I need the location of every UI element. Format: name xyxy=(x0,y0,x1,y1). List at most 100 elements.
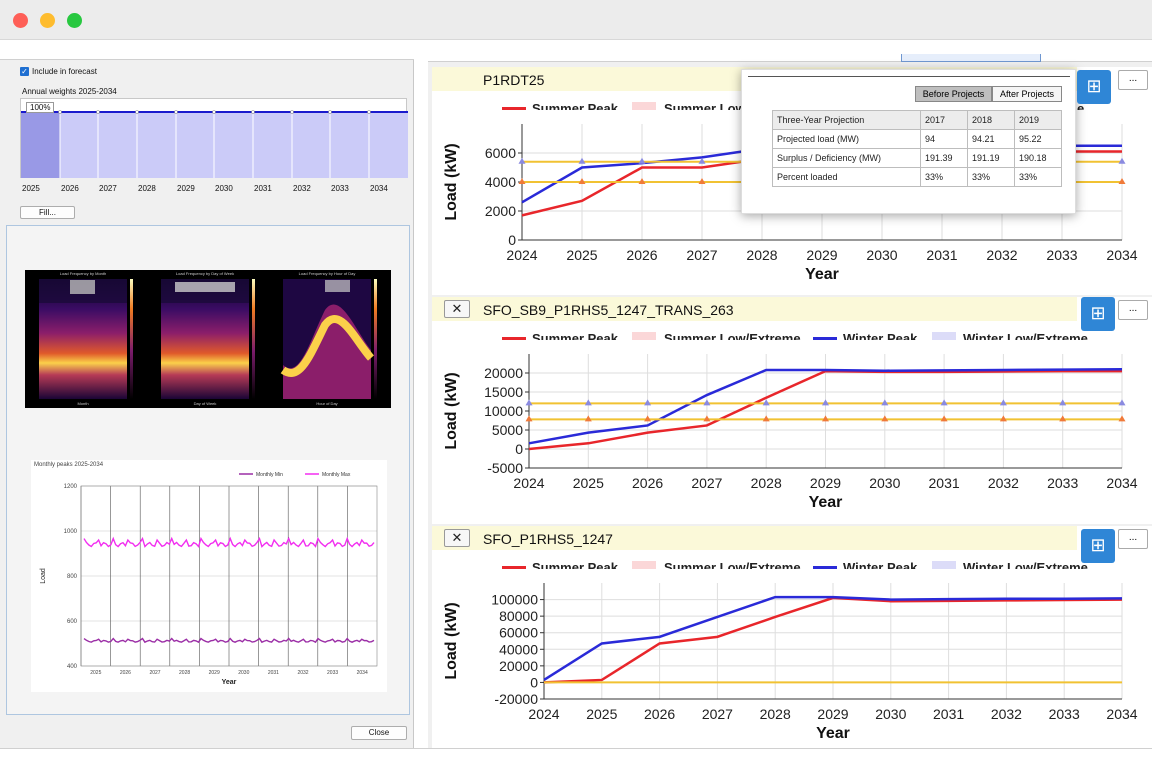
threshold-marker xyxy=(525,415,533,422)
heatmap-title: Load Frequency by Hour of Day xyxy=(298,271,356,276)
weight-year: 2034 xyxy=(370,184,388,193)
x-tick-label: 2033 xyxy=(1047,475,1078,491)
plot-top-mask xyxy=(484,569,1142,580)
x-tick-label: 2029 xyxy=(817,706,848,722)
x-tick-label: 2029 xyxy=(806,247,837,263)
weight-year: 2025 xyxy=(22,184,40,193)
fill-button[interactable]: Fill... xyxy=(20,206,75,219)
x-tick-label: 2030 xyxy=(238,670,249,676)
close-window-button[interactable] xyxy=(13,13,28,28)
heatmap-title: Load Frequency by Month xyxy=(59,271,107,276)
weights-editor[interactable]: 100% xyxy=(20,98,408,178)
right-header-strip xyxy=(428,40,1152,62)
weight-year: 2030 xyxy=(215,184,233,193)
heatmap-title: Load Frequency by Day of Week xyxy=(175,271,235,276)
y-tick-label: 15000 xyxy=(484,384,523,400)
y-tick-label: 0 xyxy=(530,674,538,690)
threshold-marker xyxy=(518,157,526,164)
y-tick-label: 0 xyxy=(515,441,523,457)
y-axis-title: Load xyxy=(40,568,47,584)
more-button[interactable]: ... xyxy=(1118,70,1148,90)
maximize-window-button[interactable] xyxy=(67,13,82,28)
x-tick-label: 2032 xyxy=(988,475,1019,491)
table-cell: 94.21 xyxy=(967,129,1015,149)
threshold-marker xyxy=(638,157,646,164)
tab-before-projects[interactable]: Before Projects xyxy=(915,86,992,102)
table-cell: Surplus / Deficiency (MW) xyxy=(772,148,921,168)
x-axis-title: Year xyxy=(809,494,843,511)
threshold-marker xyxy=(1118,399,1126,406)
weight-year: 2033 xyxy=(331,184,349,193)
x-tick-label: 2033 xyxy=(1049,706,1080,722)
legend-label: Monthly Max xyxy=(322,472,351,478)
threshold-marker xyxy=(1059,399,1067,406)
table-row: Surplus / Deficiency (MW) 191.39 191.19 … xyxy=(772,148,1062,168)
x-tick-label: 2024 xyxy=(506,247,537,263)
x-tick-label: 2026 xyxy=(644,706,675,722)
more-button[interactable]: ... xyxy=(1118,300,1148,320)
table-toggle-button[interactable]: ⊞ xyxy=(1077,70,1111,104)
x-tick-label: 2030 xyxy=(875,706,906,722)
close-panel-button[interactable]: ✕ xyxy=(444,529,470,547)
threshold-marker xyxy=(762,415,770,422)
x-tick-label: 2028 xyxy=(760,706,791,722)
minimize-window-button[interactable] xyxy=(40,13,55,28)
weights-badge: 100% xyxy=(26,102,55,113)
x-tick-label: 2034 xyxy=(1106,475,1137,491)
y-tick-label: 800 xyxy=(67,574,78,580)
chart-panel-p1rdt25: P1RDT25 Summer Peak Summer Low e 0 2000 40… xyxy=(432,67,1152,295)
x-tick-label: 2029 xyxy=(209,670,220,676)
threshold-marker xyxy=(762,399,770,406)
status-bar xyxy=(0,748,1152,763)
y-tick-label: 600 xyxy=(67,619,78,625)
x-tick-label: 2028 xyxy=(179,670,190,676)
left-header-strip xyxy=(0,40,414,60)
table-cell: 190.18 xyxy=(1014,148,1062,168)
x-tick-label: 2031 xyxy=(929,475,960,491)
x-tick-label: 2026 xyxy=(120,670,131,676)
x-tick-label: 2031 xyxy=(926,247,957,263)
y-tick-label: 1200 xyxy=(64,484,78,490)
include-checkbox[interactable]: ✓ xyxy=(20,67,29,76)
table-cell: 33% xyxy=(1014,167,1062,187)
panel-header xyxy=(432,297,1077,321)
table-cell: 191.19 xyxy=(967,148,1015,168)
monthly-peaks-chart: Monthly peaks 2025-2034 1200 1000 800 600 40… xyxy=(31,460,387,692)
x-tick-label: 2025 xyxy=(90,670,101,676)
x-tick-label: 2024 xyxy=(513,475,544,491)
y-tick-label: 10000 xyxy=(484,403,523,419)
x-axis-title: Year xyxy=(805,266,839,283)
close-panel-button[interactable]: ✕ xyxy=(444,300,470,318)
more-button[interactable]: ... xyxy=(1118,529,1148,549)
header-cell: 2017 xyxy=(920,110,968,130)
popover-rule xyxy=(748,76,1070,77)
y-tick-label: 40000 xyxy=(499,641,538,657)
x-axis-title: Year xyxy=(222,679,237,686)
combo-box[interactable] xyxy=(901,54,1041,62)
threshold-marker xyxy=(999,399,1007,406)
series-line xyxy=(528,367,1123,445)
table-toggle-button[interactable]: ⊞ xyxy=(1081,297,1115,331)
y-axis-title: Load (kW) xyxy=(443,143,460,220)
weight-year: 2032 xyxy=(293,184,311,193)
table-toggle-button[interactable]: ⊞ xyxy=(1081,529,1115,563)
threshold-marker xyxy=(1118,157,1126,164)
heatmap-xlabel: Month xyxy=(77,401,89,406)
table-icon: ⊞ xyxy=(1090,535,1106,555)
y-axis-title: Load (kW) xyxy=(443,602,460,679)
weights-selected-year[interactable] xyxy=(21,112,60,178)
table-cell: 33% xyxy=(920,167,968,187)
threshold-marker xyxy=(999,415,1007,422)
x-tick-label: 2026 xyxy=(626,247,657,263)
tab-after-projects[interactable]: After Projects xyxy=(992,86,1062,102)
table-cell: 191.39 xyxy=(920,148,968,168)
y-tick-label: 1000 xyxy=(64,529,78,535)
x-tick-label: 2030 xyxy=(866,247,897,263)
weight-year: 2031 xyxy=(254,184,272,193)
chart-panel-sb9: ✕ SFO_SB9_P1RHS5_1247_TRANS_263 ⊞ ... Su… xyxy=(432,297,1152,524)
table-row: Percent loaded 33% 33% 33% xyxy=(772,167,1062,187)
x-tick-label: 2031 xyxy=(268,670,279,676)
window-titlebar xyxy=(0,0,1152,40)
close-button[interactable]: Close xyxy=(351,726,407,740)
y-tick-label: 100000 xyxy=(491,592,538,608)
